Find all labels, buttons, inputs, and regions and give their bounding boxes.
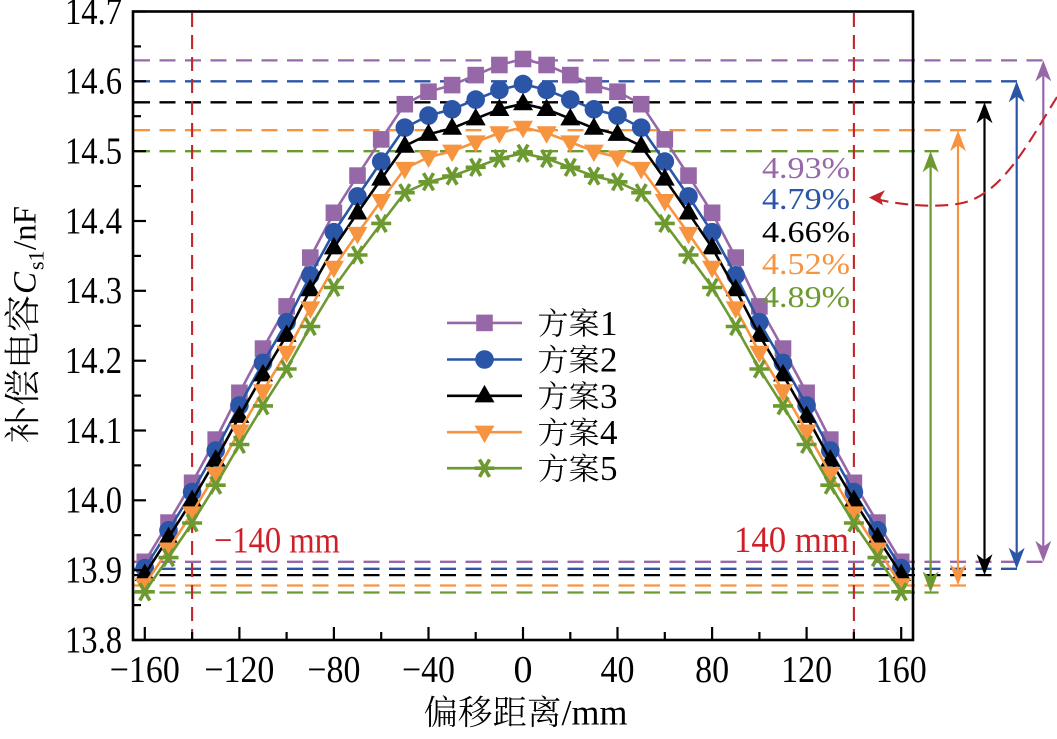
svg-text:140 mm: 140 mm bbox=[734, 520, 849, 561]
svg-text:120: 120 bbox=[781, 649, 832, 691]
svg-text:−160: −160 bbox=[110, 649, 180, 691]
svg-text:s1: s1 bbox=[24, 250, 49, 270]
svg-text:C: C bbox=[8, 271, 44, 294]
svg-text:13.8: 13.8 bbox=[65, 619, 122, 661]
svg-text:80: 80 bbox=[695, 649, 729, 691]
svg-text:14.4: 14.4 bbox=[65, 200, 122, 242]
svg-text:−40: −40 bbox=[402, 649, 455, 691]
svg-text:14.2: 14.2 bbox=[65, 340, 122, 382]
svg-text:14.1: 14.1 bbox=[65, 410, 122, 452]
svg-text:0: 0 bbox=[514, 649, 533, 691]
svg-text:/mm: /mm bbox=[562, 693, 628, 733]
svg-text:14.3: 14.3 bbox=[65, 270, 122, 312]
svg-text:4.52%: 4.52% bbox=[762, 246, 850, 281]
svg-text:−80: −80 bbox=[307, 649, 360, 691]
svg-text:4.66%: 4.66% bbox=[762, 214, 850, 249]
svg-text:14.6: 14.6 bbox=[65, 61, 122, 103]
svg-text:4.79%: 4.79% bbox=[762, 181, 850, 216]
svg-text:14.0: 14.0 bbox=[65, 480, 122, 522]
svg-text:/nF: /nF bbox=[8, 206, 44, 250]
svg-text:2: 2 bbox=[600, 341, 618, 380]
svg-text:3: 3 bbox=[600, 377, 618, 416]
svg-text:13.9: 13.9 bbox=[65, 550, 122, 592]
svg-text:4.89%: 4.89% bbox=[762, 279, 850, 314]
svg-text:4.93%: 4.93% bbox=[762, 150, 850, 185]
svg-text:40: 40 bbox=[601, 649, 635, 691]
svg-text:−140 mm: −140 mm bbox=[214, 521, 340, 562]
svg-text:14.7: 14.7 bbox=[65, 0, 122, 33]
svg-text:4: 4 bbox=[600, 413, 618, 452]
svg-text:1: 1 bbox=[600, 304, 618, 343]
svg-text:−120: −120 bbox=[204, 649, 274, 691]
svg-text:160: 160 bbox=[876, 649, 927, 691]
svg-text:14.5: 14.5 bbox=[65, 131, 122, 173]
svg-text:5: 5 bbox=[600, 449, 618, 488]
